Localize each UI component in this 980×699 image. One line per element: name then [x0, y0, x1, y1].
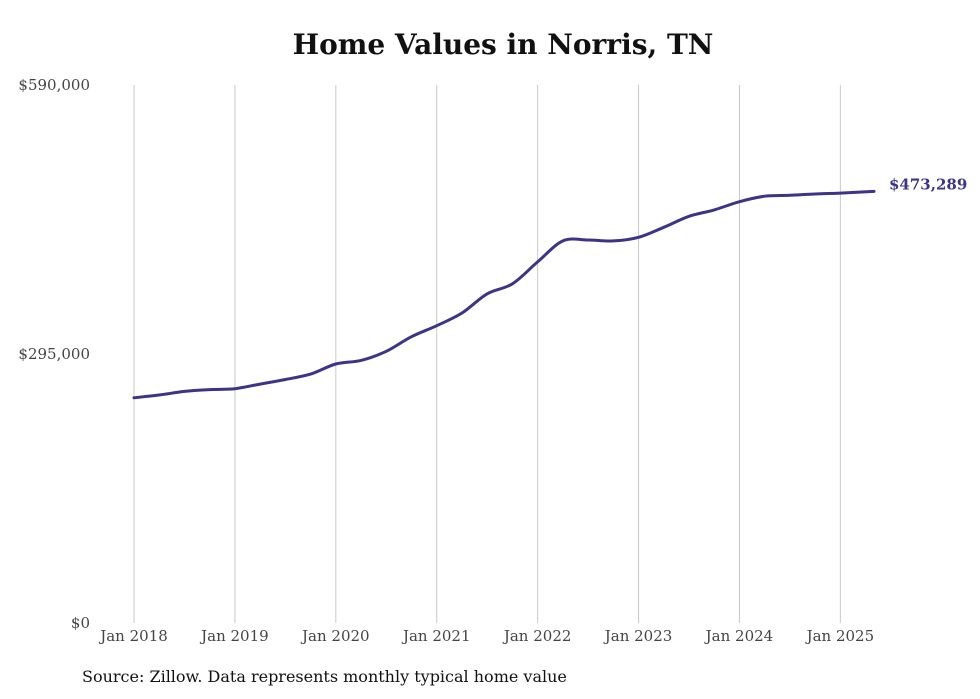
x-tick-label: Jan 2020	[300, 627, 370, 645]
chart-title: Home Values in Norris, TN	[292, 28, 714, 61]
series-line	[132, 189, 876, 400]
x-tick-label: Jan 2019	[199, 627, 269, 645]
y-tick-label: $295,000	[18, 345, 90, 363]
x-tick-label: Jan 2018	[98, 627, 168, 645]
x-tick-label: Jan 2024	[704, 627, 774, 645]
x-tick-label: Jan 2025	[805, 627, 875, 645]
x-tick-label: Jan 2023	[603, 627, 673, 645]
end-value-label: $473,289	[889, 175, 967, 193]
x-tick-label: Jan 2022	[502, 627, 572, 645]
x-tick-label: Jan 2021	[401, 627, 471, 645]
y-tick-label: $590,000	[18, 76, 90, 94]
y-tick-label: $0	[71, 614, 90, 632]
source-note: Source: Zillow. Data represents monthly …	[82, 667, 567, 686]
